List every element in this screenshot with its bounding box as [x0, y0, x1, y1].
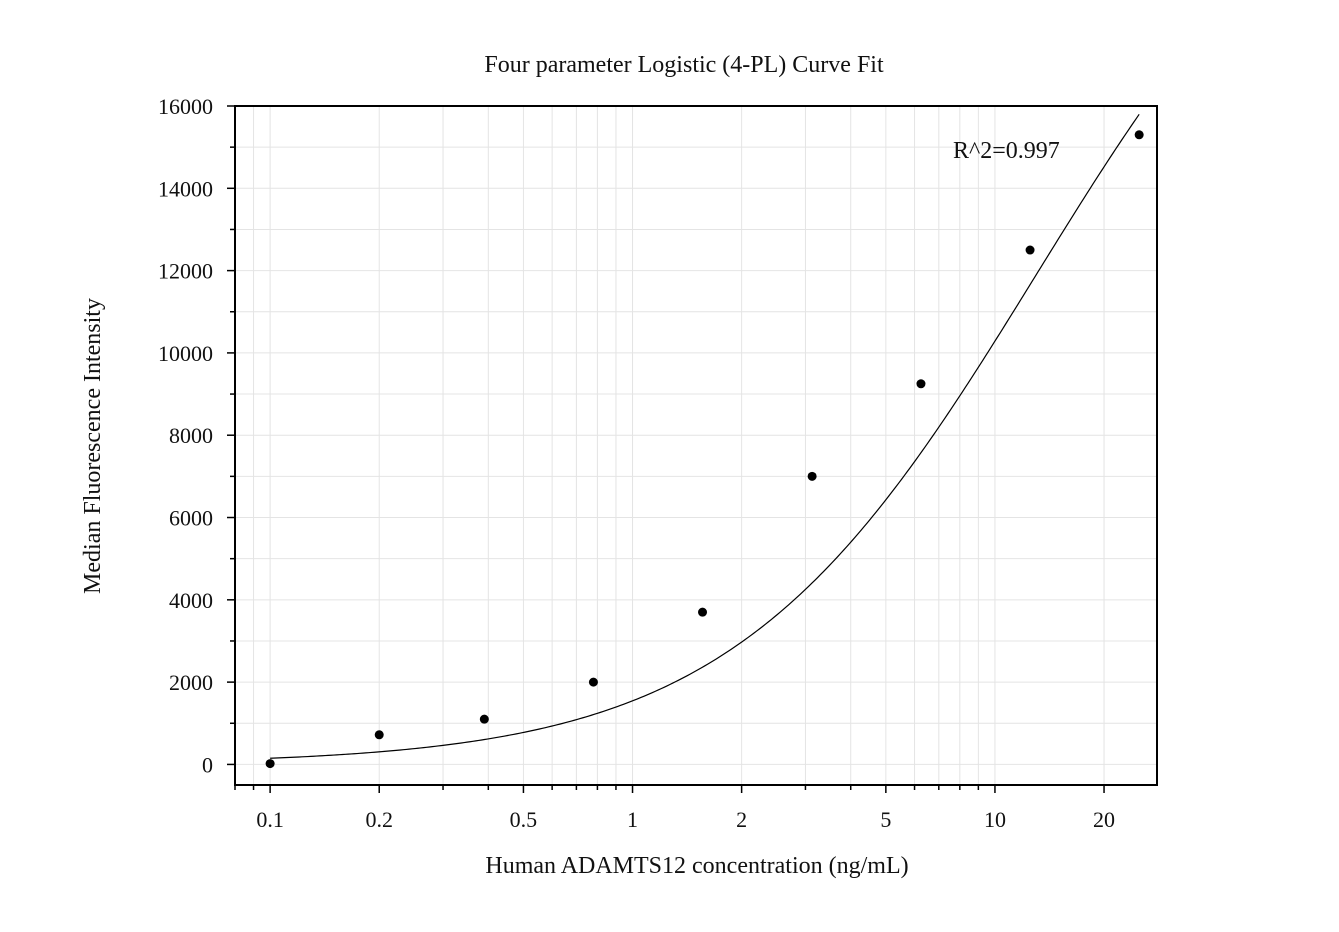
x-tick-label: 1 [627, 807, 638, 832]
grid [234, 105, 1157, 785]
y-tick-label: 14000 [158, 176, 213, 201]
fit-curve-layer [270, 113, 1140, 759]
data-point [1134, 130, 1144, 140]
data-point [698, 607, 708, 617]
x-tick-label: 0.2 [365, 807, 393, 832]
y-axis-ticks: 0 2000 4000 6000 8000 10000 12000 14000 16000 [158, 94, 235, 777]
y-tick-label: 4000 [169, 588, 213, 613]
chart-title: Four parameter Logistic (4-PL) Curve Fit [484, 52, 884, 78]
data-point [588, 677, 598, 687]
x-tick-label: 0.5 [510, 807, 538, 832]
y-tick-label: 10000 [158, 341, 213, 366]
data-point [1025, 245, 1035, 255]
y-axis-label: Median Fluorescence Intensity [80, 298, 106, 594]
y-tick-label: 0 [202, 752, 213, 777]
data-point [374, 730, 384, 740]
data-point [265, 759, 275, 769]
fit-curve [270, 113, 1140, 759]
y-tick-label: 8000 [169, 423, 213, 448]
x-axis-label: Human ADAMTS12 concentration (ng/mL) [485, 853, 908, 879]
data-point [479, 714, 489, 724]
data-points-layer [265, 130, 1144, 769]
x-axis-ticks: 0.1 0.2 0.5 1 2 5 10 20 [234, 785, 1115, 832]
y-tick-label: 6000 [169, 506, 213, 531]
x-tick-label: 2 [736, 807, 747, 832]
plot-frame [234, 105, 1158, 786]
data-point [916, 379, 926, 389]
x-tick-label: 0.1 [256, 807, 284, 832]
x-tick-label: 20 [1093, 807, 1115, 832]
x-tick-label: 5 [880, 807, 891, 832]
y-tick-label: 12000 [158, 259, 213, 284]
r-squared-annotation: R^2=0.997 [953, 138, 1060, 164]
y-tick-label: 2000 [169, 670, 213, 695]
data-point [807, 471, 817, 481]
x-tick-label: 10 [984, 807, 1006, 832]
y-tick-label: 16000 [158, 94, 213, 119]
